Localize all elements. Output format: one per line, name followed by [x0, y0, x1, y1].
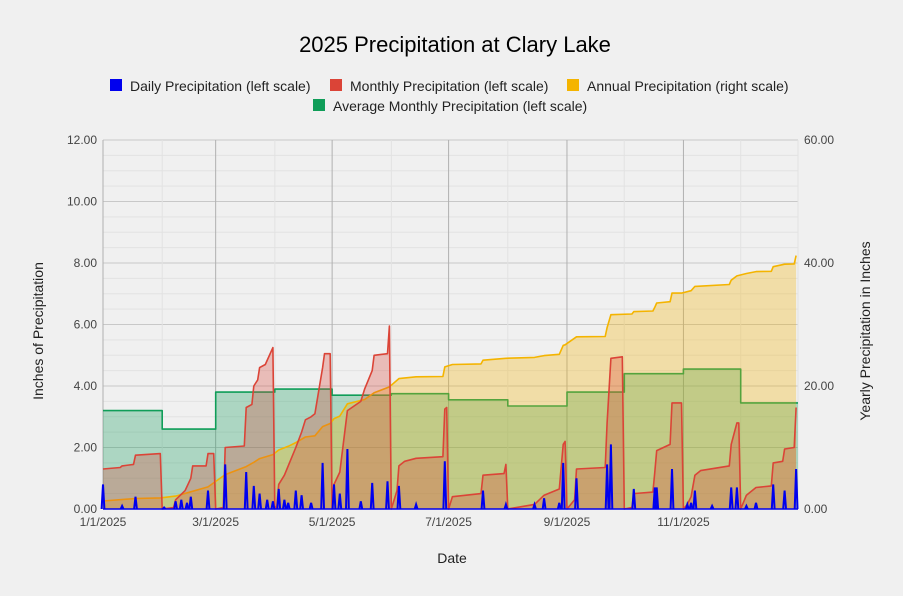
daily-point	[270, 501, 276, 510]
daily-point	[173, 501, 178, 510]
daily-point	[133, 496, 138, 510]
legend-label-annual: Annual Precipitation (right scale)	[587, 78, 789, 94]
daily-point	[337, 493, 343, 510]
daily-point	[574, 478, 579, 510]
left-tick-label: 0.00	[74, 502, 98, 516]
left-axis-title: Inches of Precipitation	[30, 262, 46, 400]
left-tick-label: 8.00	[74, 256, 98, 270]
daily-point	[251, 485, 257, 510]
x-tick-label: 3/1/2025	[192, 515, 239, 529]
legend-swatch-average	[313, 99, 325, 111]
x-tick-label: 7/1/2025	[425, 515, 472, 529]
daily-point	[331, 484, 337, 510]
daily-point	[442, 461, 448, 510]
daily-point	[770, 484, 776, 510]
daily-point	[369, 482, 375, 510]
daily-point	[308, 502, 314, 510]
daily-point	[243, 472, 249, 510]
daily-point	[222, 464, 228, 510]
daily-point	[358, 501, 364, 510]
daily-point	[257, 493, 262, 510]
x-axis-title: Date	[437, 550, 467, 566]
daily-point	[413, 500, 419, 510]
daily-point	[654, 487, 660, 510]
daily-point	[556, 502, 562, 510]
legend: Daily Precipitation (left scale) Monthly…	[110, 78, 789, 114]
daily-point	[782, 490, 787, 510]
daily-point	[692, 490, 698, 510]
right-axis-title: Yearly Precipitation in Inches	[857, 241, 873, 420]
average-monthly-series-line	[103, 368, 798, 430]
legend-item-monthly[interactable]: Monthly Precipitation (left scale)	[330, 78, 548, 94]
plot-area	[100, 255, 799, 510]
legend-item-daily[interactable]: Daily Precipitation (left scale)	[110, 78, 311, 94]
daily-point	[282, 499, 287, 510]
daily-point	[184, 502, 190, 510]
daily-point	[293, 490, 299, 510]
left-tick-label: 2.00	[74, 441, 98, 455]
x-tick-label: 9/1/2025	[544, 515, 591, 529]
daily-point	[728, 487, 734, 510]
monthly-series-area	[103, 326, 797, 509]
x-tick-label: 11/1/2025	[657, 515, 710, 529]
daily-point	[709, 503, 715, 510]
daily-point	[669, 468, 675, 510]
axes: 0.00 2.00 4.00 6.00 8.00 10.00 12.00 0.00 20.00 4…	[67, 133, 834, 529]
gridlines	[102, 139, 799, 510]
daily-point	[532, 500, 537, 510]
daily-point	[119, 503, 125, 510]
x-tick-label: 1/1/2025	[80, 515, 127, 529]
daily-point	[385, 481, 390, 510]
daily-point	[285, 502, 291, 510]
legend-item-average[interactable]: Average Monthly Precipitation (left scal…	[313, 98, 587, 114]
legend-swatch-monthly	[330, 79, 342, 91]
right-tick-label: 0.00	[804, 502, 828, 516]
daily-point	[299, 495, 304, 510]
daily-point	[503, 500, 509, 510]
daily-point	[276, 488, 282, 510]
left-tick-label: 10.00	[67, 195, 97, 209]
daily-point	[753, 502, 759, 510]
annual-series-line	[102, 255, 797, 502]
legend-swatch-annual	[567, 79, 579, 91]
daily-point	[320, 462, 325, 510]
left-tick-label: 6.00	[74, 318, 98, 332]
daily-point	[188, 496, 194, 510]
right-tick-label: 20.00	[804, 379, 834, 393]
daily-point	[631, 488, 637, 510]
daily-point	[560, 462, 566, 510]
daily-point	[744, 503, 749, 510]
chart-title: 2025 Precipitation at Clary Lake	[299, 32, 611, 57]
legend-label-monthly: Monthly Precipitation (left scale)	[350, 78, 548, 94]
legend-item-annual[interactable]: Annual Precipitation (right scale)	[567, 78, 789, 94]
left-tick-label: 12.00	[67, 133, 97, 147]
daily-point	[264, 499, 270, 510]
x-tick-label: 5/1/2025	[309, 515, 356, 529]
daily-point	[480, 490, 486, 510]
daily-point	[396, 485, 402, 510]
daily-point	[734, 487, 740, 510]
legend-swatch-daily	[110, 79, 122, 91]
daily-point	[608, 444, 614, 510]
daily-point	[684, 500, 690, 510]
daily-point	[793, 468, 799, 510]
right-tick-label: 40.00	[804, 256, 834, 270]
daily-point	[100, 484, 106, 510]
right-tick-label: 60.00	[804, 133, 834, 147]
daily-point	[541, 498, 547, 510]
daily-point	[205, 490, 211, 510]
legend-label-daily: Daily Precipitation (left scale)	[130, 78, 311, 94]
daily-series	[100, 444, 799, 510]
daily-point	[178, 499, 184, 510]
left-tick-label: 4.00	[74, 379, 98, 393]
daily-point	[688, 502, 694, 510]
daily-point	[345, 448, 350, 510]
legend-label-average: Average Monthly Precipitation (left scal…	[333, 98, 587, 114]
daily-point	[604, 464, 610, 510]
